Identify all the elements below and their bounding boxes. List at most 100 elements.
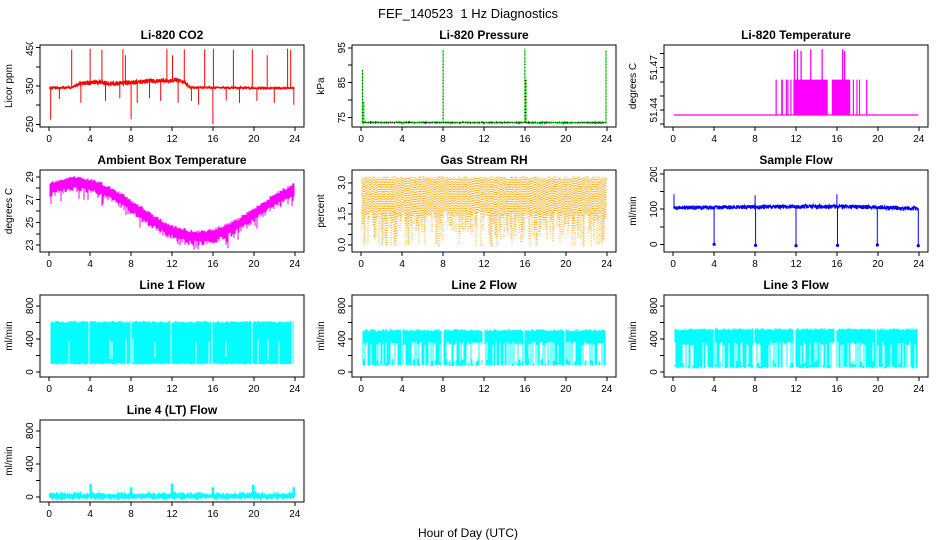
svg-text:12: 12	[166, 134, 178, 145]
svg-text:800: 800	[649, 297, 660, 314]
svg-text:0: 0	[670, 134, 676, 145]
panel-title-line3-flow: Line 3 Flow	[763, 278, 829, 292]
plot-line4-lt-flow: 0 4 8 12 16 20 24 0 400 800 ml/min	[4, 419, 305, 520]
svg-text:8: 8	[752, 134, 758, 145]
figure-title: FEF_140523 1 Hz Diagnostics	[378, 6, 558, 21]
svg-text:20: 20	[872, 259, 884, 270]
svg-text:0: 0	[337, 369, 348, 375]
panel-line2-flow: Line 2 Flow 0 4 8 12 16 20 24 0 400 800 ml/min	[312, 276, 624, 401]
svg-text:20: 20	[560, 384, 572, 395]
svg-text:400: 400	[25, 455, 36, 472]
svg-text:75: 75	[337, 112, 348, 124]
svg-text:20: 20	[248, 134, 260, 145]
svg-text:0: 0	[46, 134, 52, 145]
svg-text:400: 400	[649, 330, 660, 347]
svg-text:16: 16	[207, 509, 219, 520]
svg-text:450: 450	[25, 42, 36, 56]
panel-li820-co2: Li-820 CO2 0 4 8 12 16 20 24 250 350 450 Licor ppm	[0, 26, 312, 151]
svg-text:ml/min: ml/min	[628, 321, 639, 350]
svg-text:12: 12	[790, 384, 802, 395]
svg-text:0: 0	[670, 384, 676, 395]
svg-text:8: 8	[128, 134, 134, 145]
svg-text:400: 400	[25, 330, 36, 347]
svg-text:16: 16	[207, 384, 219, 395]
svg-text:0: 0	[649, 369, 660, 375]
svg-text:1.5: 1.5	[337, 206, 348, 220]
svg-text:8: 8	[752, 384, 758, 395]
panel-li820-pressure: Li-820 Pressure 0 4 8 12 16 20 24 75 85 95 kPa	[312, 26, 624, 151]
svg-text:95: 95	[337, 42, 348, 53]
svg-text:0: 0	[358, 259, 364, 270]
svg-text:20: 20	[560, 134, 572, 145]
svg-text:4: 4	[87, 509, 93, 520]
plot-line3-flow: 0 4 8 12 16 20 24 0 400 800 ml/min	[628, 294, 929, 395]
svg-text:20: 20	[248, 509, 260, 520]
panel-title-sample-flow: Sample Flow	[759, 153, 833, 167]
svg-text:24: 24	[601, 259, 613, 270]
panel-grid: Li-820 CO2 0 4 8 12 16 20 24 250 350 450 Licor ppm…	[0, 26, 936, 526]
svg-text:ml/min: ml/min	[316, 321, 327, 350]
panel-line4-lt-flow: Line 4 (LT) Flow 0 4 8 12 16 20 24 0 400 800 ml/mi…	[0, 401, 312, 526]
panel-title-li820-pressure: Li-820 Pressure	[439, 28, 529, 42]
svg-text:ml/min: ml/min	[4, 446, 15, 475]
svg-text:0.0: 0.0	[337, 237, 348, 251]
svg-text:27: 27	[25, 194, 36, 206]
svg-text:4: 4	[87, 134, 93, 145]
svg-text:350: 350	[25, 77, 36, 94]
svg-text:Licor ppm: Licor ppm	[4, 64, 15, 108]
plot-li820-pressure: 0 4 8 12 16 20 24 75 85 95 kPa	[316, 42, 617, 145]
svg-text:16: 16	[207, 259, 219, 270]
svg-text:16: 16	[207, 134, 219, 145]
panel-title-li820-temperature: Li-820 Temperature	[741, 28, 851, 42]
plot-li820-co2: 0 4 8 12 16 20 24 250 350 450 Licor ppm	[4, 42, 305, 145]
svg-text:ml/min: ml/min	[4, 321, 15, 350]
svg-text:400: 400	[337, 330, 348, 347]
svg-text:12: 12	[166, 384, 178, 395]
svg-text:ml/min: ml/min	[628, 196, 639, 225]
svg-text:12: 12	[478, 384, 490, 395]
svg-text:16: 16	[831, 384, 843, 395]
svg-text:100: 100	[649, 200, 660, 217]
svg-text:4: 4	[711, 259, 717, 270]
svg-text:8: 8	[128, 384, 134, 395]
svg-text:23: 23	[25, 239, 36, 251]
svg-text:0: 0	[25, 494, 36, 500]
svg-text:16: 16	[831, 134, 843, 145]
svg-text:20: 20	[560, 259, 572, 270]
svg-text:20: 20	[248, 384, 260, 395]
svg-text:4: 4	[87, 384, 93, 395]
svg-text:24: 24	[913, 384, 925, 395]
svg-text:24: 24	[601, 134, 613, 145]
svg-text:12: 12	[166, 259, 178, 270]
svg-text:0: 0	[46, 384, 52, 395]
svg-text:20: 20	[872, 384, 884, 395]
svg-text:4: 4	[399, 259, 405, 270]
svg-text:24: 24	[289, 134, 301, 145]
plot-ambient-box-temperature: 0 4 8 12 16 20 24 23 25 27 29 degrees C	[4, 169, 305, 270]
panel-sample-flow: Sample Flow 0 4 8 12 16 20 24 0 100 200 ml/min	[624, 151, 936, 276]
svg-text:kPa: kPa	[316, 77, 327, 95]
panel-title-gas-stream-rh: Gas Stream RH	[440, 153, 528, 167]
svg-text:0: 0	[46, 509, 52, 520]
svg-text:16: 16	[831, 259, 843, 270]
panel-title-li820-co2: Li-820 CO2	[140, 28, 204, 42]
panel-gas-stream-rh: Gas Stream RH 0 4 8 12 16 20 24 0.0 1.5 3.0 percen…	[312, 151, 624, 276]
svg-text:0: 0	[649, 241, 660, 247]
svg-text:4: 4	[399, 134, 405, 145]
svg-text:16: 16	[519, 259, 531, 270]
plot-gas-stream-rh: 0 4 8 12 16 20 24 0.0 1.5 3.0 percent	[316, 169, 617, 270]
svg-text:4: 4	[711, 384, 717, 395]
svg-text:8: 8	[440, 259, 446, 270]
svg-text:16: 16	[519, 134, 531, 145]
svg-text:degrees C: degrees C	[628, 63, 639, 109]
svg-text:51.47: 51.47	[649, 55, 660, 80]
panel-title-line4-lt-flow: Line 4 (LT) Flow	[126, 403, 218, 417]
svg-text:8: 8	[752, 259, 758, 270]
svg-text:0: 0	[358, 384, 364, 395]
svg-text:24: 24	[289, 259, 301, 270]
svg-text:0: 0	[670, 259, 676, 270]
svg-text:degrees C: degrees C	[4, 188, 15, 234]
svg-text:24: 24	[601, 384, 613, 395]
svg-text:51.44: 51.44	[649, 97, 660, 122]
svg-text:4: 4	[711, 134, 717, 145]
